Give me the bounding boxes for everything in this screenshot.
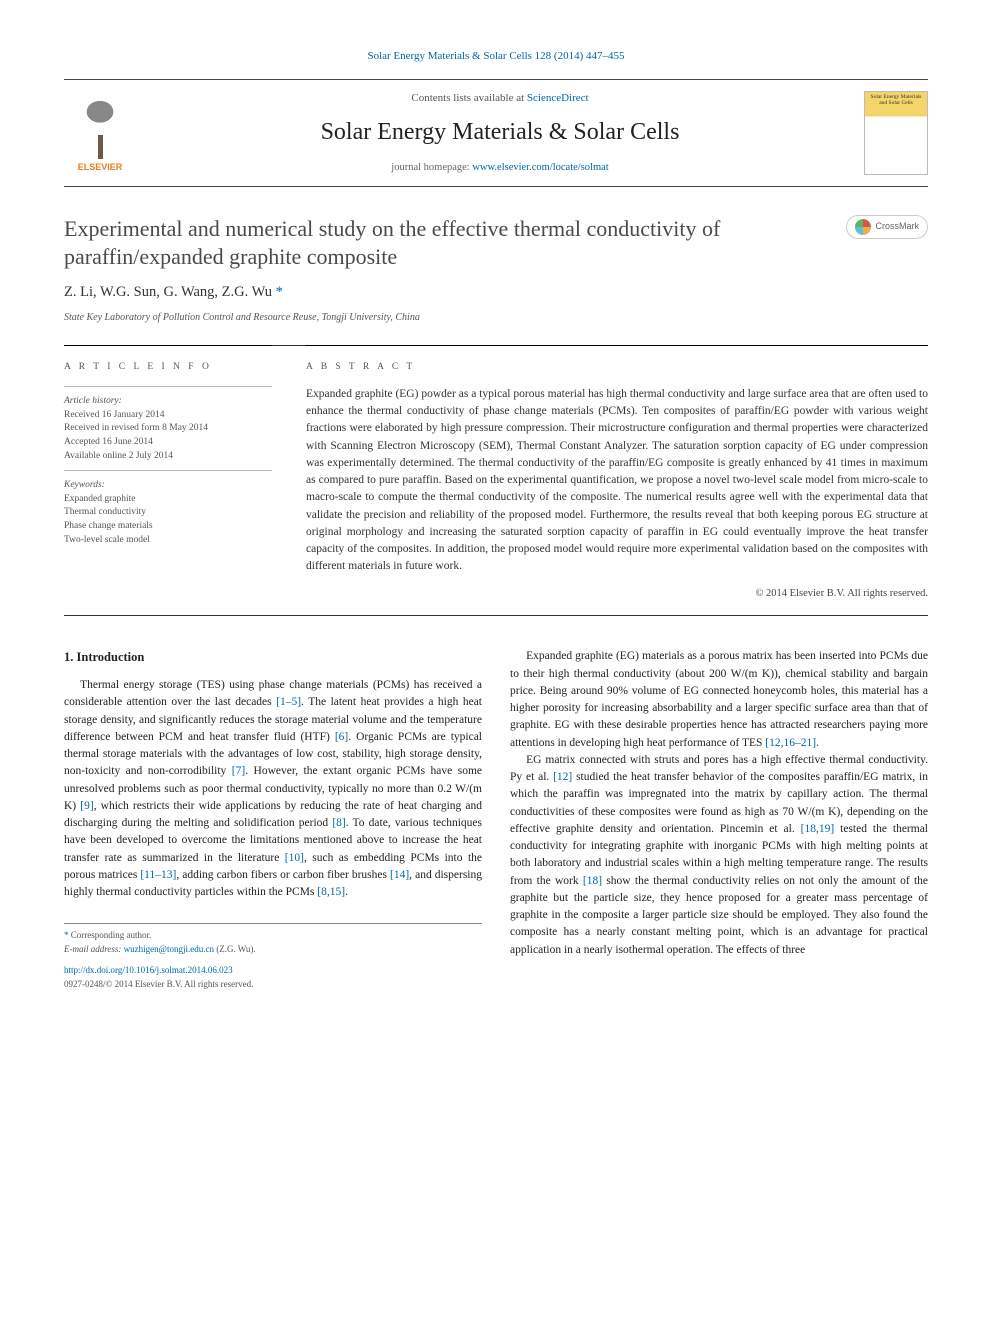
keyword: Two-level scale model [64, 535, 150, 545]
abstract-copyright: © 2014 Elsevier B.V. All rights reserved… [306, 586, 928, 602]
citation-link[interactable]: [14] [390, 869, 409, 881]
journal-banner: ELSEVIER Contents lists available at Sci… [64, 79, 928, 187]
citation-link[interactable]: [7] [232, 765, 245, 777]
sciencedirect-link[interactable]: ScienceDirect [527, 92, 589, 104]
keyword: Phase change materials [64, 521, 153, 531]
email-link[interactable]: wuzhigen@tongji.edu.cn [124, 944, 214, 954]
publisher-label: ELSEVIER [78, 161, 123, 175]
homepage-line: journal homepage: www.elsevier.com/locat… [152, 160, 848, 176]
issn-copyright: 0927-0248/© 2014 Elsevier B.V. All right… [64, 978, 482, 992]
body-paragraph: EG matrix connected with struts and pore… [510, 752, 928, 959]
keyword: Expanded graphite [64, 494, 136, 504]
history-accepted: Accepted 16 June 2014 [64, 437, 153, 447]
authors: Z. Li, W.G. Sun, G. Wang, Z.G. Wu * [64, 282, 928, 304]
paper-title: Experimental and numerical study on the … [64, 215, 828, 272]
history-revised: Received in revised form 8 May 2014 [64, 423, 208, 433]
corresponding-star-icon: * [64, 930, 71, 940]
contents-line: Contents lists available at ScienceDirec… [152, 90, 848, 107]
abstract-text: Expanded graphite (EG) powder as a typic… [306, 386, 928, 576]
journal-name: Solar Energy Materials & Solar Cells [152, 114, 848, 150]
abstract-box: A B S T R A C T Expanded graphite (EG) p… [306, 345, 928, 616]
keywords-label: Keywords: [64, 480, 105, 490]
article-info-box: A R T I C L E I N F O Article history: R… [64, 345, 272, 616]
elsevier-tree-icon [74, 101, 126, 159]
journal-cover-thumbnail: Solar Energy Materials and Solar Cells [864, 91, 928, 175]
doi-link[interactable]: http://dx.doi.org/10.1016/j.solmat.2014.… [64, 965, 233, 975]
elsevier-logo: ELSEVIER [64, 91, 136, 175]
citation-link[interactable]: [8,15] [317, 886, 345, 898]
history-received: Received 16 January 2014 [64, 410, 165, 420]
citation-link[interactable]: [10] [285, 852, 304, 864]
citation-link[interactable]: [1–5] [276, 696, 301, 708]
crossmark-badge[interactable]: CrossMark [846, 215, 928, 239]
citation-link[interactable]: [12,16–21] [765, 737, 816, 749]
footnote-block: * Corresponding author. E-mail address: … [64, 923, 482, 991]
citation-link[interactable]: [8] [332, 817, 345, 829]
keyword: Thermal conductivity [64, 507, 146, 517]
article-info-heading: A R T I C L E I N F O [64, 360, 272, 374]
journal-homepage-link[interactable]: www.elsevier.com/locate/solmat [472, 162, 608, 173]
citation-link[interactable]: [9] [80, 800, 93, 812]
body-columns: 1. Introduction Thermal energy storage (… [64, 648, 928, 991]
body-paragraph: Thermal energy storage (TES) using phase… [64, 677, 482, 901]
history-label: Article history: [64, 396, 122, 406]
history-online: Available online 2 July 2014 [64, 451, 173, 461]
corresponding-author-note: Corresponding author. [71, 930, 152, 940]
citation-link[interactable]: [18] [583, 875, 602, 887]
citation-link[interactable]: [12] [553, 771, 572, 783]
citation-link[interactable]: [6] [335, 731, 348, 743]
corresponding-star-icon: * [272, 284, 283, 300]
running-header: Solar Energy Materials & Solar Cells 128… [64, 48, 928, 65]
affiliation: State Key Laboratory of Pollution Contro… [64, 310, 928, 325]
crossmark-icon [855, 219, 871, 235]
citation-link[interactable]: [11–13] [140, 869, 176, 881]
body-paragraph: Expanded graphite (EG) materials as a po… [510, 648, 928, 752]
section-heading: 1. Introduction [64, 648, 482, 667]
citation-link[interactable]: [18,19] [801, 823, 835, 835]
journal-ref-link[interactable]: Solar Energy Materials & Solar Cells 128… [367, 50, 624, 62]
abstract-heading: A B S T R A C T [306, 360, 928, 374]
